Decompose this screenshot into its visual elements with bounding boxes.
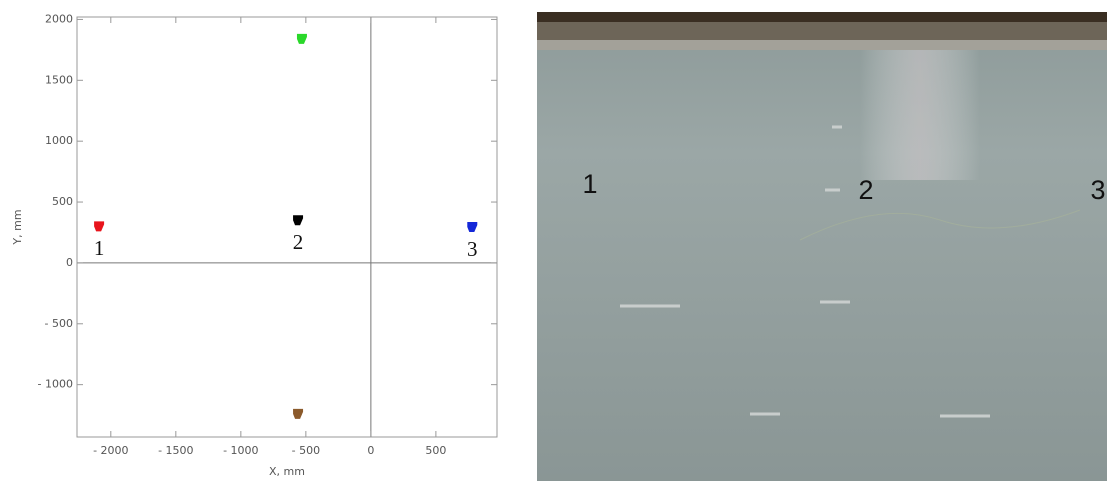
point-label: 2	[293, 230, 304, 254]
y-tick-label: - 500	[45, 317, 73, 330]
x-tick-label: - 500	[292, 444, 320, 457]
photo-label: 1	[582, 169, 597, 199]
x-axis-label: X, mm	[269, 465, 305, 478]
point-label: 3	[467, 237, 478, 261]
photo-label: 2	[858, 175, 873, 205]
x-tick-label: 0	[367, 444, 374, 457]
point-marker	[467, 222, 478, 232]
x-tick-label: - 1000	[223, 444, 258, 457]
point-marker	[94, 221, 105, 232]
point-marker	[293, 215, 304, 226]
point-marker	[293, 408, 304, 419]
photo: 1 2 3	[537, 12, 1107, 481]
x-tick-label: - 2000	[93, 444, 128, 457]
y-axis-label: Y, mm	[11, 209, 24, 245]
y-tick-label: 1000	[45, 134, 73, 147]
y-tick-label: 1500	[45, 73, 73, 86]
plot-frame	[76, 16, 498, 438]
y-tick-label: 2000	[45, 12, 73, 25]
point-label: 1	[94, 236, 105, 260]
point-marker	[296, 33, 307, 44]
x-tick-label: 500	[425, 444, 446, 457]
photo-label: 3	[1090, 175, 1105, 205]
y-tick-label: - 1000	[38, 378, 73, 391]
y-tick-label: 0	[66, 256, 73, 269]
x-tick-label: - 1500	[158, 444, 193, 457]
y-tick-label: 500	[52, 195, 73, 208]
